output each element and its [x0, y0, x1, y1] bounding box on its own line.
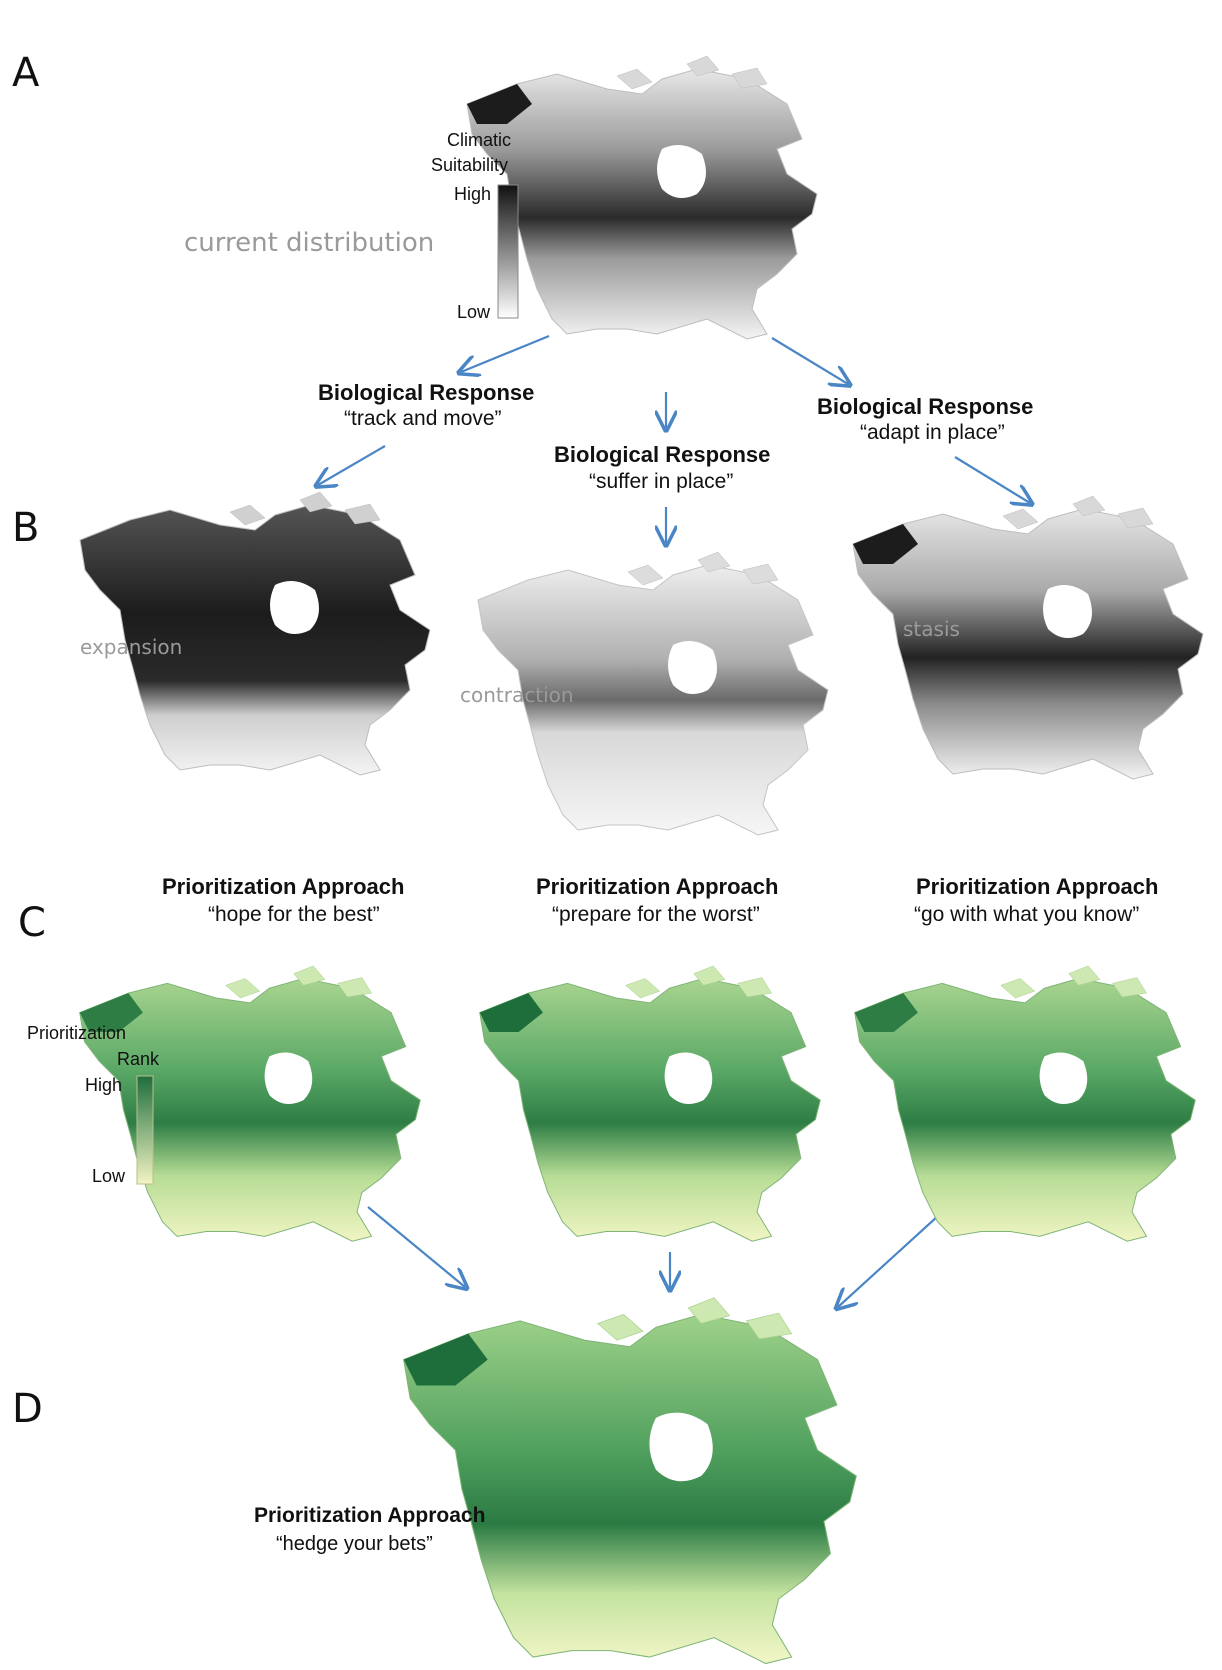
legend-rank-high-label: High [85, 1075, 123, 1095]
approach-title-worst: Prioritization Approach [536, 874, 779, 899]
response-quote-adapt: “adapt in place” [860, 421, 1005, 444]
map-hope-for-the-best [79, 965, 421, 1242]
arrow-know-to-hedge [838, 1204, 951, 1307]
approach-quote-hope: “hope for the best” [208, 903, 380, 926]
map-label-contraction: contraction [460, 683, 574, 707]
arrow-a-to-track [461, 334, 550, 372]
map-current-distribution [466, 55, 818, 340]
legend-gradient-green [136, 1075, 154, 1185]
panel-letter-d: D [12, 1386, 43, 1432]
panel-letter-a: A [12, 50, 40, 96]
map-label-expansion: expansion [80, 635, 183, 659]
legend-gradient-grey [497, 184, 519, 319]
arrow-track-to-expansion [318, 445, 386, 485]
map-hedge-your-bets [403, 1296, 857, 1665]
approach-title-hedge: Prioritization Approach [254, 1504, 486, 1527]
legend-rank-low-label: Low [92, 1166, 126, 1186]
approach-quote-worst: “prepare for the worst” [552, 903, 760, 926]
legend-rank-title-line2: Rank [117, 1049, 160, 1069]
legend-rank-title-line1: Prioritization [27, 1023, 127, 1043]
legend-title-line1: Climatic [447, 130, 512, 150]
approach-quote-know: “go with what you know” [914, 903, 1140, 926]
map-label-current: current distribution [184, 228, 435, 258]
legend-low-label: Low [457, 302, 491, 322]
response-quote-suffer: “suffer in place” [589, 470, 734, 493]
response-quote-track: “track and move” [344, 407, 502, 430]
map-go-with-what-you-know [854, 965, 1196, 1242]
arrow-adapt-to-stasis [954, 456, 1030, 503]
response-title-track: Biological Response [318, 380, 535, 405]
approach-title-know: Prioritization Approach [916, 874, 1159, 899]
panel-letter-b: B [12, 505, 40, 551]
arrow-a-to-adapt [771, 337, 848, 384]
map-stasis [852, 495, 1204, 780]
response-title-adapt: Biological Response [817, 394, 1034, 419]
response-title-suffer: Biological Response [554, 442, 771, 467]
approach-quote-hedge: “hedge your bets” [276, 1533, 433, 1555]
map-label-stasis: stasis [903, 617, 960, 641]
legend-title-line2: Suitability [431, 155, 509, 175]
legend-high-label: High [454, 184, 492, 204]
panel-letter-c: C [18, 900, 46, 946]
approach-title-hope: Prioritization Approach [162, 874, 405, 899]
map-prepare-for-the-worst [479, 965, 821, 1242]
arrow-hope-to-hedge [367, 1206, 465, 1287]
